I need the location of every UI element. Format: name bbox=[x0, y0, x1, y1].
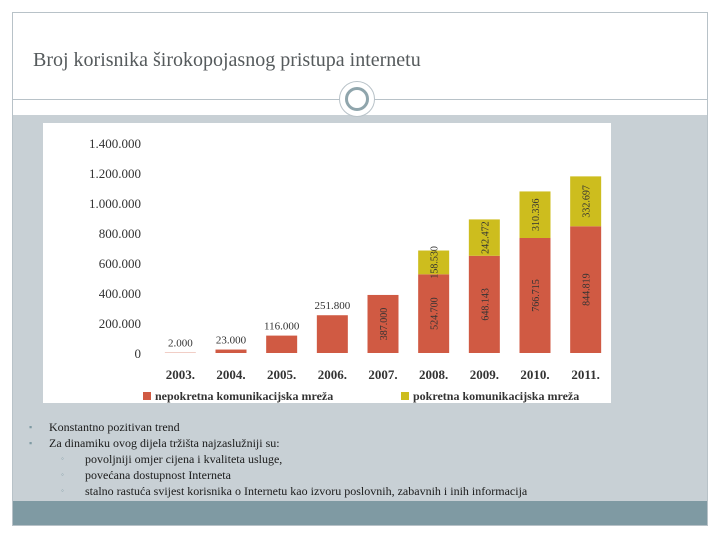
bar-fixed-network bbox=[215, 349, 247, 353]
bar-mobile-network bbox=[468, 219, 500, 256]
y-tick-label: 1.400.000 bbox=[89, 136, 141, 151]
data-label-mobile: 158.530 bbox=[430, 246, 441, 279]
x-tick-label: 2007. bbox=[368, 367, 397, 382]
bar-fixed-network bbox=[570, 226, 602, 353]
y-tick-label: 800.000 bbox=[99, 226, 141, 241]
data-label-fixed: 116.000 bbox=[264, 321, 300, 333]
bullet-list: Konstantno pozitivan trend Za dinamiku o… bbox=[27, 419, 697, 499]
y-tick-label: 0 bbox=[135, 346, 142, 361]
bar-mobile-network bbox=[519, 191, 551, 238]
bar-fixed-network bbox=[316, 315, 348, 353]
x-tick-label: 2004. bbox=[216, 367, 245, 382]
data-label-mobile: 310.336 bbox=[531, 198, 542, 231]
data-label-mobile: 332.697 bbox=[582, 185, 593, 218]
data-label-fixed: 23.000 bbox=[216, 335, 247, 347]
data-label-fixed: 844.819 bbox=[582, 273, 593, 306]
bar-fixed-network bbox=[418, 274, 450, 353]
data-label-fixed: 766.715 bbox=[531, 279, 542, 312]
x-tick-label: 2010. bbox=[520, 367, 549, 382]
bar-fixed-network bbox=[266, 335, 298, 353]
content-area: 0 200.000 400.000 600.000 800.000 1.000.000 1.… bbox=[13, 115, 707, 503]
ring-ornament bbox=[339, 81, 375, 117]
x-tick-label: 2005. bbox=[267, 367, 296, 382]
legend-label-mobile: pokretna komunikacijska mreža bbox=[413, 389, 579, 403]
data-label-fixed: 251.800 bbox=[314, 300, 350, 312]
y-tick-label: 1.000.000 bbox=[89, 196, 141, 211]
y-tick-label: 600.000 bbox=[99, 256, 141, 271]
bar-mobile-network bbox=[418, 250, 450, 275]
legend-label-fixed: nepokretna komunikacijska mreža bbox=[155, 389, 333, 403]
bar-fixed-network bbox=[519, 237, 551, 353]
data-label-fixed: 2.000 bbox=[168, 338, 193, 350]
y-tick-label: 200.000 bbox=[99, 316, 141, 331]
y-tick-label: 1.200.000 bbox=[89, 166, 141, 181]
data-label-fixed: 387.000 bbox=[379, 308, 390, 341]
legend-swatch-fixed bbox=[143, 392, 151, 400]
bar-chart: 0 200.000 400.000 600.000 800.000 1.000.000 1.… bbox=[89, 136, 602, 403]
x-tick-label: 2011. bbox=[571, 367, 600, 382]
legend-swatch-mobile bbox=[401, 392, 409, 400]
slide: Broj korisnika širokopojasnog pristupa i… bbox=[12, 12, 708, 526]
bar-fixed-network bbox=[367, 294, 399, 353]
bar-mobile-network bbox=[570, 176, 602, 227]
bar-fixed-network bbox=[468, 255, 500, 353]
footer-bar bbox=[13, 501, 707, 525]
sub-bullet-item: povećana dostupnost Interneta bbox=[27, 467, 697, 483]
bullet-item: Konstantno pozitivan trend bbox=[27, 419, 697, 435]
x-tick-label: 2008. bbox=[419, 367, 448, 382]
data-label-fixed: 524.700 bbox=[430, 297, 441, 330]
bullet-item: Za dinamiku ovog dijela tržišta najzaslu… bbox=[27, 435, 697, 451]
data-label-fixed: 648.143 bbox=[480, 288, 491, 321]
slide-title: Broj korisnika širokopojasnog pristupa i… bbox=[33, 49, 421, 71]
y-tick-label: 400.000 bbox=[99, 286, 141, 301]
ring-ornament-inner bbox=[345, 87, 369, 111]
x-tick-label: 2006. bbox=[318, 367, 347, 382]
x-tick-label: 2003. bbox=[166, 367, 195, 382]
data-label-mobile: 242.472 bbox=[480, 221, 491, 254]
chart-container: 0 200.000 400.000 600.000 800.000 1.000.000 1.… bbox=[43, 123, 611, 403]
sub-bullet-item: povoljniji omjer cijena i kvaliteta uslu… bbox=[27, 451, 697, 467]
sub-bullet-item: stalno rastuća svijest korisnika o Inter… bbox=[27, 483, 697, 499]
x-tick-label: 2009. bbox=[470, 367, 499, 382]
